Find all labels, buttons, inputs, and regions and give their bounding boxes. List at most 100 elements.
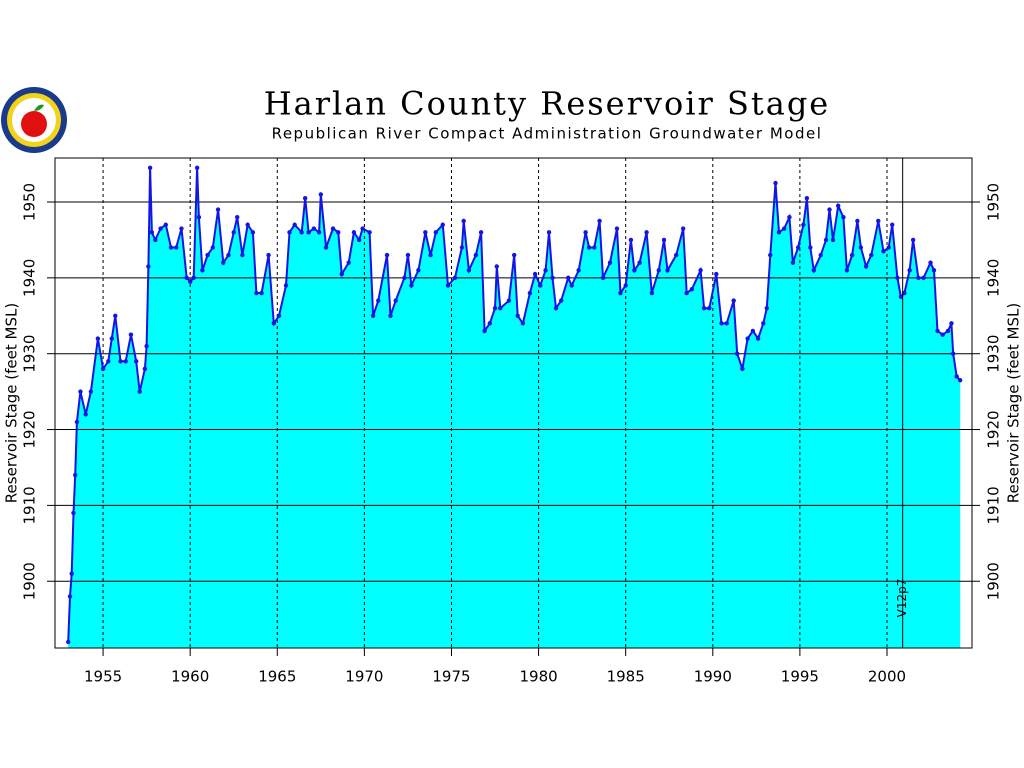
point <box>259 290 264 296</box>
y-axis-label: Reservoir Stage (feet MSL) <box>3 303 21 503</box>
y-tick-label-right: 1910 <box>985 486 1003 524</box>
point <box>142 366 148 372</box>
plot-frame <box>54 157 973 649</box>
point <box>245 222 250 227</box>
point <box>701 305 707 311</box>
point <box>133 359 139 364</box>
point <box>113 313 118 318</box>
point <box>311 226 317 231</box>
point <box>527 290 533 296</box>
point <box>306 230 311 235</box>
point <box>776 230 782 235</box>
point <box>546 230 552 235</box>
x-tick-label: 2000 <box>868 668 906 686</box>
point <box>78 389 83 394</box>
point <box>299 230 304 235</box>
point <box>276 313 282 318</box>
point <box>367 230 372 235</box>
point <box>863 264 869 269</box>
point <box>600 275 606 281</box>
point <box>869 252 874 258</box>
point <box>881 249 886 254</box>
y-tick-label-right: 1940 <box>985 259 1003 297</box>
point <box>928 260 933 265</box>
point <box>761 321 766 326</box>
point <box>830 237 836 243</box>
point <box>346 260 351 265</box>
point <box>583 230 588 235</box>
point <box>734 351 740 356</box>
y-tick-label: 1900 <box>21 562 39 600</box>
point <box>858 245 864 250</box>
point <box>66 639 71 645</box>
point <box>388 313 393 318</box>
y-axis-label-right: Reservoir Stage (feet MSL) <box>1005 303 1023 503</box>
x-tick-label: 1985 <box>607 668 645 686</box>
point <box>226 252 231 258</box>
point <box>724 321 729 326</box>
point <box>187 279 193 284</box>
point <box>405 252 411 258</box>
point <box>128 332 134 337</box>
point <box>416 268 421 273</box>
point <box>67 594 73 599</box>
area-fill <box>68 167 961 648</box>
point <box>895 275 900 281</box>
point <box>466 268 472 273</box>
point <box>818 252 823 258</box>
point <box>498 305 503 311</box>
point <box>768 252 773 258</box>
point <box>801 222 806 227</box>
point <box>553 305 559 311</box>
point <box>644 230 649 235</box>
point <box>755 336 761 341</box>
point <box>841 214 846 220</box>
point <box>283 283 289 288</box>
point <box>707 305 712 311</box>
point <box>656 268 661 273</box>
point <box>287 230 292 235</box>
point <box>494 264 499 269</box>
point <box>689 287 695 292</box>
point <box>898 294 904 300</box>
point <box>330 226 336 231</box>
point <box>740 366 745 372</box>
point <box>954 374 959 379</box>
point <box>827 207 832 212</box>
point <box>836 203 841 208</box>
point <box>478 230 484 235</box>
point <box>302 196 308 201</box>
point <box>240 252 245 258</box>
point <box>393 298 398 303</box>
point <box>137 389 142 394</box>
point <box>714 271 719 277</box>
point <box>147 165 153 171</box>
point <box>445 283 451 288</box>
point <box>808 245 813 250</box>
point <box>266 252 271 258</box>
point <box>487 321 493 326</box>
point <box>559 298 564 303</box>
y-tick-label-right: 1930 <box>985 335 1003 373</box>
y-tick-label: 1910 <box>21 486 39 524</box>
point <box>515 313 520 318</box>
x-tick-label: 1975 <box>432 668 470 686</box>
point <box>795 245 801 250</box>
point <box>764 305 769 311</box>
x-tick-label: 1995 <box>781 668 819 686</box>
point <box>200 268 205 273</box>
point <box>292 222 297 227</box>
point <box>811 268 817 273</box>
point <box>184 275 189 281</box>
point <box>271 321 276 326</box>
point <box>844 268 850 273</box>
x-tick-label: 1970 <box>345 668 383 686</box>
point <box>921 275 926 281</box>
point <box>569 283 574 288</box>
point <box>191 275 196 281</box>
point <box>506 298 512 303</box>
point <box>196 214 202 220</box>
point <box>731 298 736 303</box>
point <box>649 290 655 296</box>
